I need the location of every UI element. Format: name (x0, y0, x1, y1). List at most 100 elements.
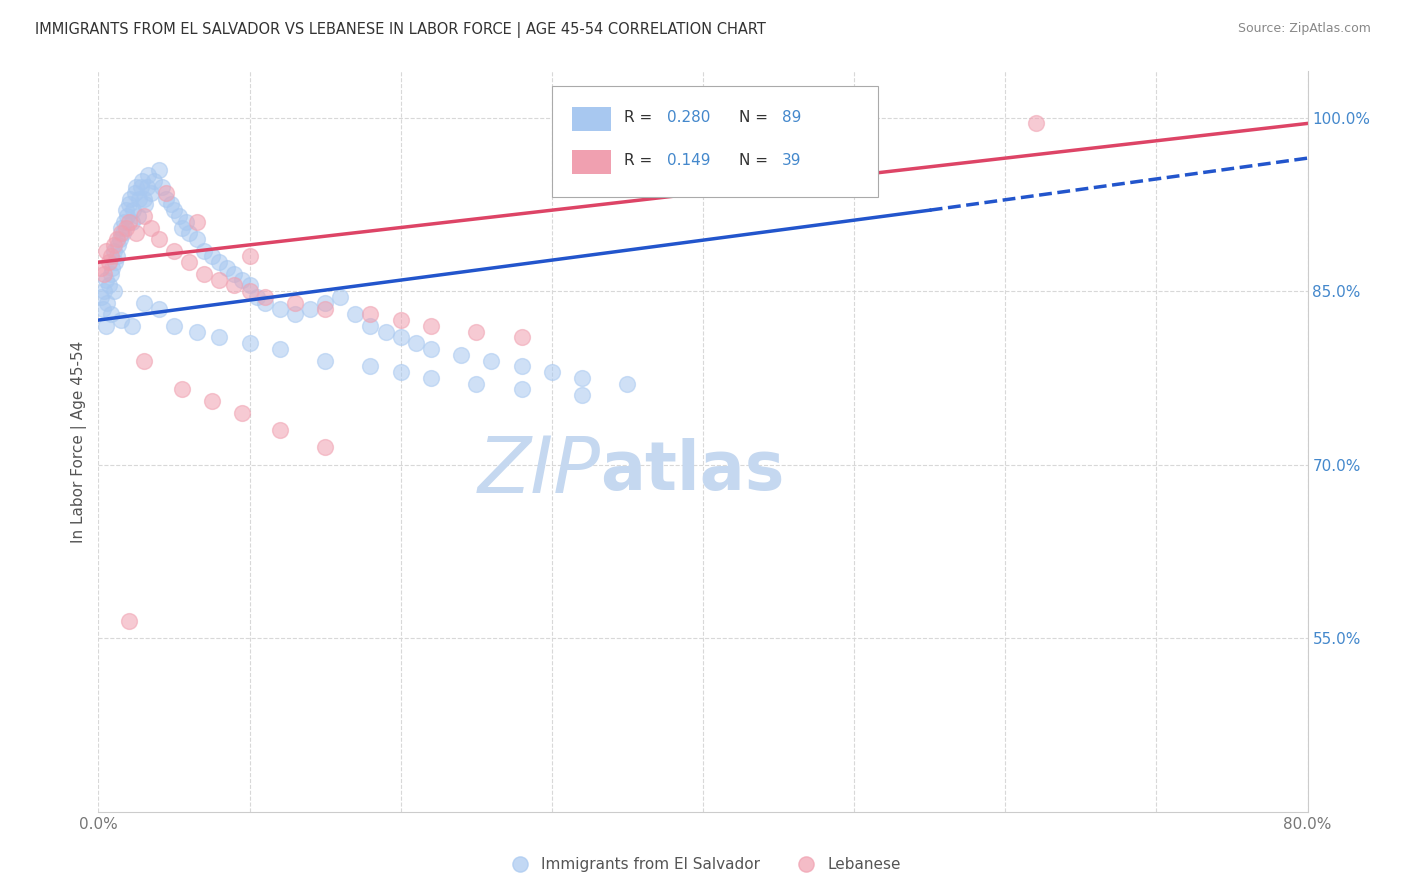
Point (98, 255, 121, 269)
Point (110, 227, 132, 241)
Bar (572, 107, 612, 130)
Point (450, 348, 472, 362)
Point (100, 267, 122, 281)
Point (121, 215, 143, 229)
Text: 89: 89 (782, 110, 801, 125)
Point (128, 192, 150, 206)
Point (141, 186, 163, 200)
Point (299, 301, 322, 316)
Point (571, 388, 593, 402)
Text: atlas: atlas (600, 438, 785, 504)
Point (107, 238, 129, 252)
Point (314, 295, 336, 310)
Point (96, 295, 118, 310)
Point (125, 227, 148, 241)
Point (360, 359, 382, 374)
Point (465, 325, 488, 339)
Point (329, 290, 352, 304)
Point (163, 244, 186, 258)
Point (179, 255, 201, 269)
Point (90, 290, 112, 304)
Point (118, 197, 141, 211)
Point (510, 359, 533, 374)
Point (93, 284, 115, 298)
Point (231, 272, 253, 286)
Point (481, 353, 503, 368)
Point (134, 197, 156, 211)
Point (215, 260, 238, 275)
Text: 0.149: 0.149 (666, 153, 710, 168)
Point (314, 440, 336, 454)
Point (131, 174, 153, 188)
Text: ZIP: ZIP (477, 434, 600, 509)
Point (1024, 116, 1046, 130)
Point (118, 215, 141, 229)
Point (124, 186, 146, 200)
Point (141, 220, 163, 235)
Point (105, 250, 128, 264)
Text: Source: ZipAtlas.com: Source: ZipAtlas.com (1237, 22, 1371, 36)
Point (239, 250, 262, 264)
Point (389, 330, 412, 344)
Point (111, 227, 134, 241)
Point (170, 383, 193, 397)
Point (224, 267, 246, 281)
Point (120, 192, 142, 206)
Point (179, 227, 201, 241)
Point (148, 162, 170, 177)
Point (284, 295, 307, 310)
Point (193, 244, 215, 258)
Point (239, 278, 262, 293)
Point (148, 232, 170, 246)
Point (155, 186, 177, 200)
Point (101, 260, 124, 275)
Text: R =: R = (624, 153, 658, 168)
Point (314, 353, 336, 368)
Point (163, 203, 186, 218)
Point (541, 365, 564, 379)
Point (239, 284, 262, 298)
Point (148, 301, 170, 316)
Point (118, 614, 141, 628)
Point (344, 307, 367, 321)
Point (193, 267, 215, 281)
Y-axis label: In Labor Force | Age 45-54: In Labor Force | Age 45-54 (72, 341, 87, 542)
Point (420, 371, 443, 385)
Legend: Immigrants from El Salvador, Lebanese: Immigrants from El Salvador, Lebanese (499, 851, 907, 878)
Point (253, 290, 276, 304)
Point (100, 307, 122, 321)
Point (103, 238, 125, 252)
Text: 0.280: 0.280 (666, 110, 710, 125)
Point (121, 318, 143, 333)
Point (284, 307, 307, 321)
Point (125, 180, 148, 194)
Point (360, 318, 382, 333)
Point (132, 209, 155, 223)
Point (160, 197, 183, 211)
Text: R =: R = (624, 110, 658, 125)
Point (94, 318, 117, 333)
Point (420, 318, 443, 333)
Point (129, 180, 152, 194)
Bar (572, 150, 612, 174)
Point (186, 215, 208, 229)
Point (420, 342, 443, 356)
Point (571, 371, 593, 385)
Point (136, 169, 159, 183)
Point (132, 295, 155, 310)
Point (239, 336, 262, 351)
FancyBboxPatch shape (553, 87, 879, 197)
Point (110, 313, 132, 327)
Point (135, 180, 157, 194)
Point (616, 376, 638, 391)
Point (103, 244, 125, 258)
Point (90, 260, 112, 275)
Point (405, 336, 427, 351)
Point (246, 290, 269, 304)
Point (110, 220, 132, 235)
Point (231, 406, 253, 420)
Point (93, 267, 115, 281)
Point (94, 244, 117, 258)
Point (314, 301, 336, 316)
Point (208, 330, 231, 344)
